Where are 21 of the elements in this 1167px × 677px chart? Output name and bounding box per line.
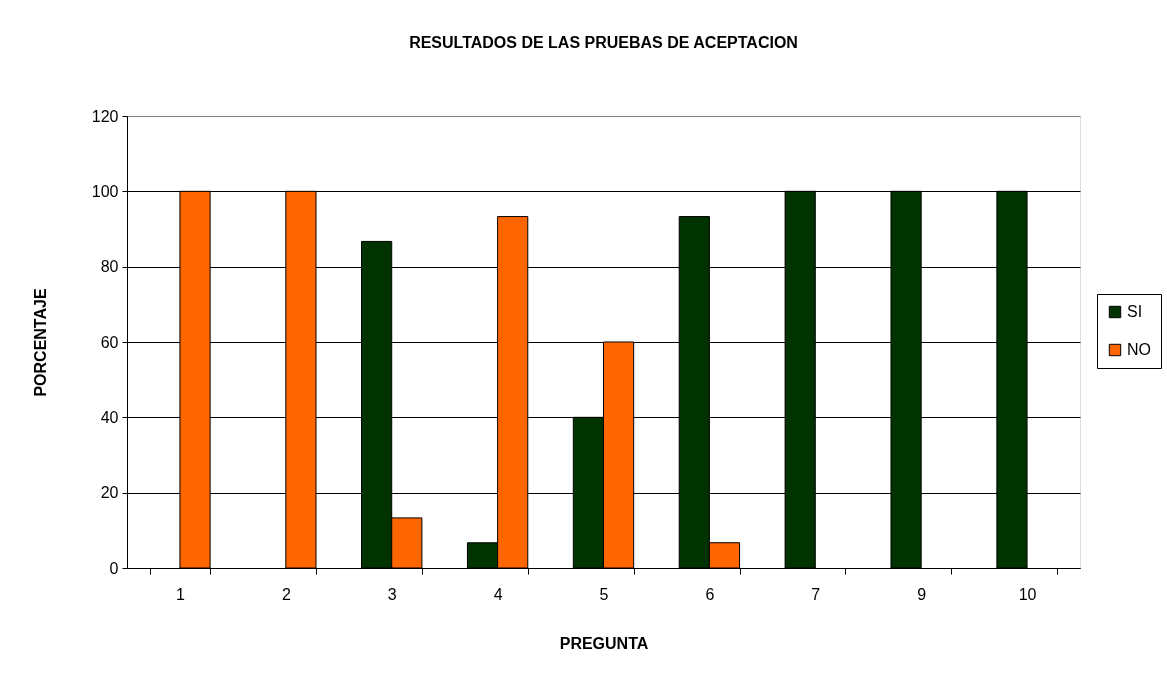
y-tick-label: 40 — [100, 408, 119, 426]
x-tick-label: 9 — [917, 585, 927, 603]
chart-title: RESULTADOS DE LAS PRUEBAS DE ACEPTACION — [409, 34, 798, 51]
legend-label: SI — [1127, 303, 1143, 320]
y-axis-title: PORCENTAJE — [31, 288, 49, 397]
x-tick-label: 2 — [281, 585, 291, 603]
x-tick-label: 10 — [1018, 585, 1037, 603]
x-tick-label: 1 — [175, 585, 185, 603]
x-tick-label: 3 — [387, 585, 397, 603]
y-tick-label: 0 — [109, 559, 119, 577]
x-tick-label: 6 — [705, 585, 715, 603]
y-tick-label: 60 — [100, 333, 119, 351]
y-tick-label: 120 — [91, 107, 119, 125]
x-axis-title: PREGUNTA — [559, 634, 649, 652]
x-tick-label: 5 — [599, 585, 609, 603]
y-tick-label: 80 — [100, 258, 119, 276]
y-tick-label: 20 — [100, 484, 119, 502]
y-tick-label: 100 — [91, 182, 119, 200]
x-tick-label: 7 — [811, 585, 821, 603]
legend-label: NO — [1127, 341, 1151, 358]
x-tick-label: 4 — [493, 585, 503, 603]
